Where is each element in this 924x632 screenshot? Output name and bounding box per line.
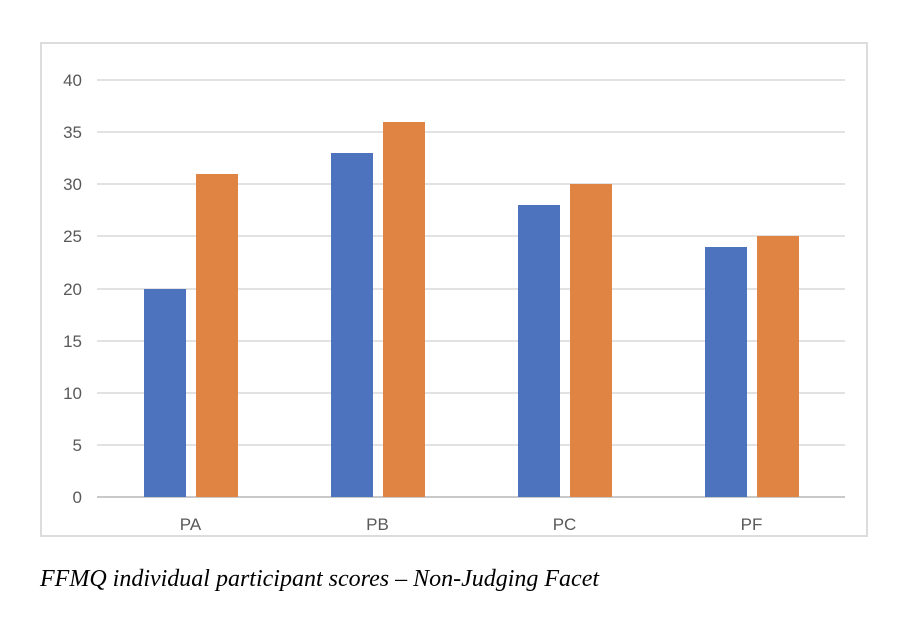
bar-blue-series-PC [517,205,560,497]
y-gridline [97,391,845,394]
y-axis-tick-label: 15 [63,331,82,351]
chart-caption: FFMQ individual participant scores – Non… [40,566,600,592]
x-axis-line [97,496,845,498]
y-gridline [97,443,845,446]
y-gridline [97,183,845,186]
y-axis-tick-label: 0 [72,488,82,507]
y-axis-tick-label: 20 [63,279,82,299]
y-axis-tick-label: 40 [63,71,82,90]
x-axis-tick-label: PA [179,515,202,534]
bar-blue-series-PF [704,246,747,497]
y-gridline [97,339,845,342]
bar-orange-series-PA [195,173,238,497]
y-gridline [97,131,845,134]
y-axis-tick-label: 10 [63,383,82,403]
y-axis-tick-label: 25 [63,227,82,247]
y-gridline [97,79,845,81]
y-axis-tick-label: 35 [63,123,82,143]
x-axis-tick-label: PB [366,515,389,534]
chart-area: 0 5 10 15 20 25 30 35 40 PA PB PC PF [40,42,868,537]
bar-blue-series-PA [143,288,186,497]
y-gridline [97,235,845,238]
bar-orange-series-PB [382,121,425,497]
y-axis-tick-label: 5 [72,435,82,455]
y-axis-tick-label: 30 [63,175,82,195]
x-axis-tick-label: PF [740,515,763,534]
x-axis-tick-label: PC [552,515,577,534]
bar-blue-series-PB [330,152,373,497]
y-gridline [97,287,845,290]
bar-orange-series-PC [569,184,612,497]
bar-orange-series-PF [756,236,799,497]
